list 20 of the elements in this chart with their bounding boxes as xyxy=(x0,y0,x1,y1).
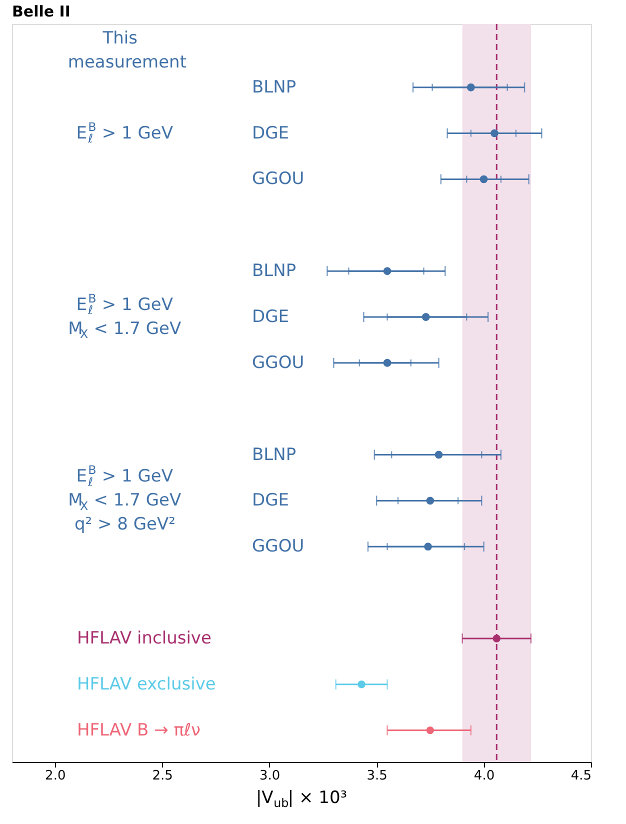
y-tick-label: DGE xyxy=(252,490,290,511)
y-tick-label: GGOU xyxy=(252,352,304,373)
chart-title: Belle II xyxy=(12,2,70,20)
x-tick-label: 3.5 xyxy=(366,768,388,784)
y-tick-label: BLNP xyxy=(252,77,296,98)
x-tick-label: 3.0 xyxy=(259,768,280,784)
y-tick-label: HFLAV inclusive xyxy=(77,628,212,648)
y-tick-label: DGE xyxy=(252,306,290,327)
y-tick-label: HFLAV exclusive xyxy=(77,674,216,694)
annotation: This measurement xyxy=(68,28,187,73)
x-tick-label: 2.5 xyxy=(152,768,173,784)
y-tick-label: DGE xyxy=(252,123,290,144)
x-tick-label: 4.5 xyxy=(570,768,592,784)
x-tick-label: 2.0 xyxy=(45,768,66,784)
y-tick-label: BLNP xyxy=(252,261,296,282)
y-tick-label: GGOU xyxy=(252,536,304,557)
x-tick-label: 4.0 xyxy=(474,768,495,784)
y-tick-label: HFLAV B → πℓν xyxy=(77,720,200,740)
y-tick-label: BLNP xyxy=(252,444,296,465)
y-tick-label: GGOU xyxy=(252,169,304,190)
